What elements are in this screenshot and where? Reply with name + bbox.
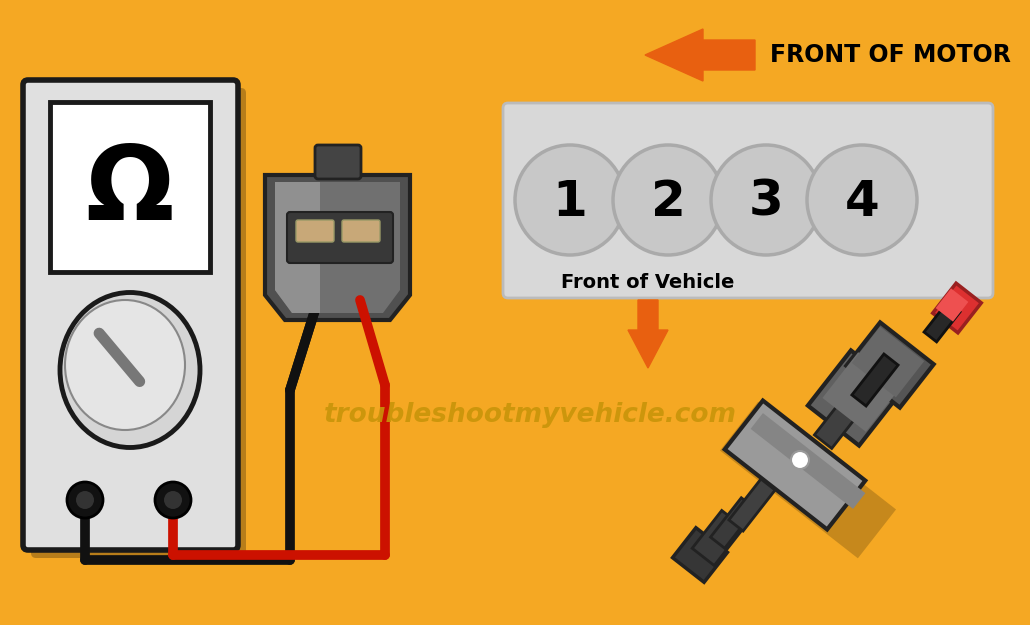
Circle shape <box>154 482 191 518</box>
Polygon shape <box>924 302 960 342</box>
FancyBboxPatch shape <box>31 88 246 558</box>
Circle shape <box>76 491 94 509</box>
Text: Ω: Ω <box>85 141 174 242</box>
FancyBboxPatch shape <box>342 220 380 242</box>
Text: 2: 2 <box>651 178 685 226</box>
Polygon shape <box>852 327 924 398</box>
FancyBboxPatch shape <box>50 102 210 272</box>
Text: troubleshootmyvehicle.com: troubleshootmyvehicle.com <box>323 402 736 428</box>
Circle shape <box>711 145 821 255</box>
FancyBboxPatch shape <box>287 212 393 263</box>
Polygon shape <box>692 511 744 566</box>
Text: 3: 3 <box>749 178 784 226</box>
Polygon shape <box>815 391 865 449</box>
FancyBboxPatch shape <box>23 80 238 550</box>
Circle shape <box>515 145 625 255</box>
Polygon shape <box>275 182 320 313</box>
FancyArrow shape <box>645 29 755 81</box>
Polygon shape <box>823 352 901 432</box>
Polygon shape <box>275 182 400 313</box>
Polygon shape <box>729 479 776 531</box>
Circle shape <box>67 482 103 518</box>
Text: 4: 4 <box>845 178 880 226</box>
Text: Front of Vehicle: Front of Vehicle <box>561 272 734 291</box>
Text: FRONT OF MOTOR: FRONT OF MOTOR <box>770 43 1010 67</box>
Polygon shape <box>847 322 934 408</box>
Ellipse shape <box>65 300 185 430</box>
Polygon shape <box>933 283 982 333</box>
Circle shape <box>164 491 182 509</box>
FancyBboxPatch shape <box>503 103 993 298</box>
Polygon shape <box>852 354 898 406</box>
Circle shape <box>806 145 917 255</box>
FancyBboxPatch shape <box>296 220 334 242</box>
Circle shape <box>613 145 723 255</box>
Polygon shape <box>751 413 865 509</box>
Polygon shape <box>265 175 410 320</box>
Circle shape <box>791 451 809 469</box>
Text: 1: 1 <box>552 178 587 226</box>
Polygon shape <box>808 351 902 446</box>
Polygon shape <box>725 401 865 529</box>
Polygon shape <box>711 498 755 548</box>
Ellipse shape <box>60 292 200 448</box>
FancyArrow shape <box>628 300 668 368</box>
Polygon shape <box>673 528 727 582</box>
Polygon shape <box>720 402 896 558</box>
Polygon shape <box>935 288 968 322</box>
FancyBboxPatch shape <box>315 145 360 179</box>
